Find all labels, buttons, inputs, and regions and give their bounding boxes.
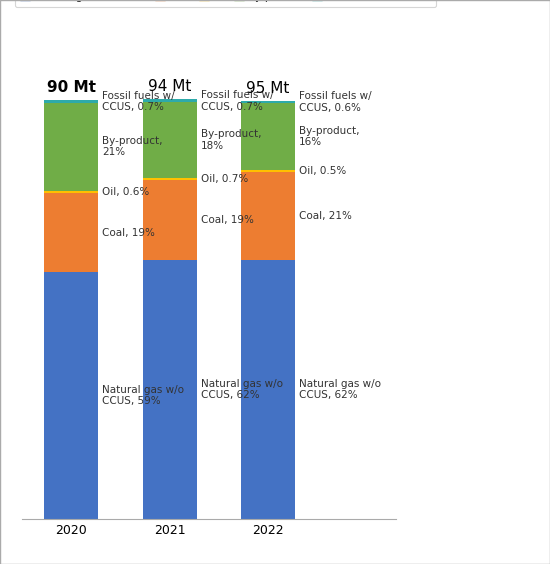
Bar xyxy=(142,180,197,260)
Bar xyxy=(44,272,98,519)
Text: By-product,
21%: By-product, 21% xyxy=(102,136,163,157)
Text: Coal, 21%: Coal, 21% xyxy=(299,211,352,221)
Bar xyxy=(241,101,295,103)
Text: 90 Mt: 90 Mt xyxy=(47,80,96,95)
Bar xyxy=(142,260,197,519)
Bar xyxy=(142,178,197,180)
Text: Fossil fuels w/
CCUS, 0.7%: Fossil fuels w/ CCUS, 0.7% xyxy=(201,90,273,112)
Text: Natural gas w/o
CCUS, 62%: Natural gas w/o CCUS, 62% xyxy=(201,378,283,400)
Bar xyxy=(142,102,197,178)
Text: Fossil fuels w/
CCUS, 0.7%: Fossil fuels w/ CCUS, 0.7% xyxy=(102,90,175,112)
Legend: Natural gas w/o CCUS, Coal, Oil, By-product, Fossil fuels w/ CCUS: Natural gas w/o CCUS, Coal, Oil, By-prod… xyxy=(14,0,436,7)
Text: Oil, 0.7%: Oil, 0.7% xyxy=(201,174,248,184)
Bar xyxy=(44,193,98,272)
Bar xyxy=(142,99,197,102)
Bar xyxy=(44,191,98,193)
Bar xyxy=(44,103,98,191)
Text: By-product,
18%: By-product, 18% xyxy=(201,129,261,151)
Text: 94 Mt: 94 Mt xyxy=(148,80,191,94)
Text: Coal, 19%: Coal, 19% xyxy=(102,228,155,237)
Text: Natural gas w/o
CCUS, 59%: Natural gas w/o CCUS, 59% xyxy=(102,385,184,407)
Text: Oil, 0.6%: Oil, 0.6% xyxy=(102,187,150,197)
Bar xyxy=(241,103,295,170)
Text: Coal, 19%: Coal, 19% xyxy=(201,215,254,225)
Bar xyxy=(241,172,295,260)
Text: Oil, 0.5%: Oil, 0.5% xyxy=(299,166,346,176)
Bar xyxy=(44,100,98,103)
Text: Fossil fuels w/
CCUS, 0.6%: Fossil fuels w/ CCUS, 0.6% xyxy=(299,91,372,113)
Bar xyxy=(241,260,295,519)
Text: 95 Mt: 95 Mt xyxy=(246,81,290,96)
Bar xyxy=(241,170,295,172)
Text: Natural gas w/o
CCUS, 62%: Natural gas w/o CCUS, 62% xyxy=(299,378,381,400)
Text: By-product,
16%: By-product, 16% xyxy=(299,126,360,147)
